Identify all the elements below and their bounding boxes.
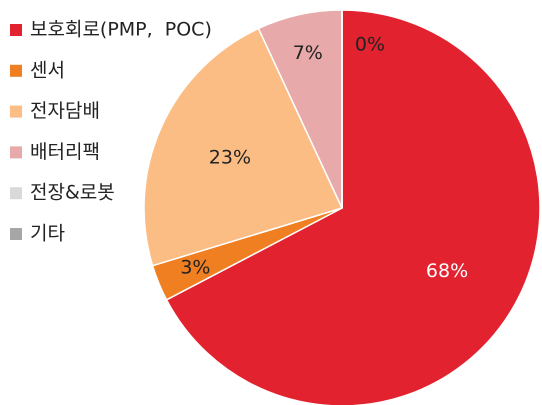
data-label: 23% [209,146,251,168]
legend-label: 보호회로(PMP, POC) [30,19,212,41]
pie-slice [165,9,541,405]
legend-swatch [10,228,22,240]
data-label: 3% [180,257,210,279]
data-label: 7% [293,42,323,64]
legend-label: 센서 [30,59,65,81]
legend-swatch [10,24,22,36]
legend-label: 전자담배 [30,100,100,122]
legend-label: 기타 [30,223,65,245]
legend-label: 배터리팩 [30,141,100,163]
legend-label: 전장&로봇 [30,182,115,204]
data-label: 0% [355,34,385,56]
legend-swatch [10,187,22,200]
legend-swatch [10,105,22,118]
legend-swatch [10,146,22,159]
data-label: 68% [426,260,468,282]
legend-swatch [10,64,22,77]
pie-slice [143,27,344,267]
